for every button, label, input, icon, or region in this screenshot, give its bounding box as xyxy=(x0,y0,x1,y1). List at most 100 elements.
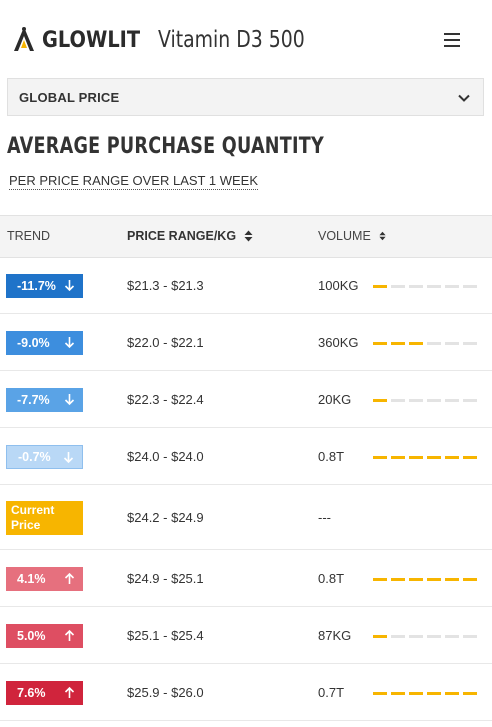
table-row[interactable]: 7.6% $25.9 - $26.0 0.7T xyxy=(0,664,492,721)
page-title: Vitamin D3 500 xyxy=(158,27,305,53)
app-header: GLOWLIT Vitamin D3 500 xyxy=(0,0,492,80)
arrow-up-icon xyxy=(64,629,75,641)
volume-bar-segment xyxy=(427,635,441,638)
volume-bar-segment xyxy=(445,399,459,402)
trend-badge: -0.7% xyxy=(6,445,83,469)
arrow-down-icon xyxy=(64,280,75,292)
section-subtitle[interactable]: PER PRICE RANGE OVER LAST 1 WEEK xyxy=(9,173,258,190)
price-range-cell: $25.9 - $26.0 xyxy=(127,685,204,700)
hiker-logo-icon xyxy=(14,27,34,51)
price-range-cell: $22.0 - $22.1 xyxy=(127,335,204,350)
arrow-up-icon xyxy=(64,686,75,698)
trend-badge: 7.6% xyxy=(6,681,83,705)
volume-bar-segment xyxy=(373,635,387,638)
volume-bar-segment xyxy=(445,578,459,581)
volume-level-bar xyxy=(373,578,481,581)
volume-bar-segment xyxy=(391,285,405,288)
volume-bar-segment xyxy=(463,285,477,288)
volume-bar-segment xyxy=(427,399,441,402)
table-row[interactable]: -0.7% $24.0 - $24.0 0.8T xyxy=(0,428,492,485)
volume-cell: 0.8T xyxy=(318,449,345,464)
volume-bar-segment xyxy=(427,578,441,581)
volume-bar-segment xyxy=(409,578,423,581)
volume-level-bar xyxy=(373,399,481,402)
volume-bar-segment xyxy=(391,578,405,581)
column-header-volume[interactable]: VOLUME xyxy=(318,229,386,243)
table-row[interactable]: 5.0% $25.1 - $25.4 87KG xyxy=(0,607,492,664)
volume-cell: 87KG xyxy=(318,628,352,643)
volume-bar-segment xyxy=(373,342,387,345)
volume-bar-segment xyxy=(445,342,459,345)
price-range-cell: $24.2 - $24.9 xyxy=(127,510,204,525)
volume-bar-segment xyxy=(409,635,423,638)
price-scope-dropdown[interactable]: GLOBAL PRICE xyxy=(7,78,484,116)
trend-percent: 4.1% xyxy=(17,572,46,586)
volume-bar-segment xyxy=(427,456,441,459)
volume-level-bar xyxy=(373,635,481,638)
volume-level-bar xyxy=(373,692,481,695)
volume-bar-segment xyxy=(409,456,423,459)
trend-badge: -7.7% xyxy=(6,388,83,412)
volume-bar-segment xyxy=(373,692,387,695)
volume-bar-segment xyxy=(463,456,477,459)
price-range-cell: $25.1 - $25.4 xyxy=(127,628,204,643)
volume-bar-segment xyxy=(445,456,459,459)
volume-bar-segment xyxy=(445,285,459,288)
volume-bar-segment xyxy=(409,285,423,288)
volume-level-bar xyxy=(373,285,481,288)
arrow-down-icon xyxy=(64,337,75,349)
arrow-down-icon xyxy=(64,394,75,406)
arrow-up-icon xyxy=(64,572,75,584)
volume-bar-segment xyxy=(373,285,387,288)
volume-bar-segment xyxy=(463,635,477,638)
volume-bar-segment xyxy=(463,692,477,695)
volume-level-bar xyxy=(373,342,481,345)
price-range-cell: $24.0 - $24.0 xyxy=(127,449,204,464)
trend-badge: -11.7% xyxy=(6,274,83,298)
table-row[interactable]: -9.0% $22.0 - $22.1 360KG xyxy=(0,314,492,371)
table-row[interactable]: Current Price $24.2 - $24.9 --- xyxy=(0,485,492,550)
sort-icon[interactable] xyxy=(379,231,386,241)
volume-level-bar xyxy=(373,456,481,459)
trend-label: Current Price xyxy=(11,503,55,532)
volume-bar-segment xyxy=(463,399,477,402)
sort-icon[interactable] xyxy=(244,230,253,242)
arrow-down-icon xyxy=(63,452,74,464)
volume-cell: 0.7T xyxy=(318,685,345,700)
brand-name: GLOWLIT xyxy=(42,27,141,53)
volume-bar-segment xyxy=(409,342,423,345)
column-header-price-range[interactable]: PRICE RANGE/KG xyxy=(127,229,253,243)
section-title: AVERAGE PURCHASE QUANTITY xyxy=(7,134,325,159)
volume-bar-segment xyxy=(391,342,405,345)
volume-cell: 0.8T xyxy=(318,571,345,586)
table-row[interactable]: -7.7% $22.3 - $22.4 20KG xyxy=(0,371,492,428)
price-range-cell: $22.3 - $22.4 xyxy=(127,392,204,407)
brand-logo[interactable]: GLOWLIT xyxy=(12,26,153,54)
volume-bar-segment xyxy=(391,692,405,695)
volume-bar-segment xyxy=(391,399,405,402)
volume-bar-segment xyxy=(373,399,387,402)
volume-bar-segment xyxy=(463,578,477,581)
price-range-cell: $24.9 - $25.1 xyxy=(127,571,204,586)
chevron-down-icon xyxy=(458,94,470,102)
trend-percent: -0.7% xyxy=(18,450,51,464)
trend-percent: -11.7% xyxy=(17,279,56,293)
volume-bar-segment xyxy=(463,342,477,345)
trend-badge: -9.0% xyxy=(6,331,83,355)
trend-badge: 4.1% xyxy=(6,567,83,591)
volume-cell: --- xyxy=(318,510,331,525)
column-header-trend: TREND xyxy=(7,229,51,243)
trend-percent: 7.6% xyxy=(17,686,46,700)
table-row[interactable]: -11.7% $21.3 - $21.3 100KG xyxy=(0,258,492,314)
trend-percent: 5.0% xyxy=(17,629,46,643)
table-row[interactable]: 4.1% $24.9 - $25.1 0.8T xyxy=(0,550,492,607)
volume-bar-segment xyxy=(391,456,405,459)
volume-bar-segment xyxy=(427,342,441,345)
volume-bar-segment xyxy=(445,692,459,695)
volume-bar-segment xyxy=(409,399,423,402)
hamburger-menu-icon[interactable] xyxy=(440,30,464,50)
volume-bar-segment xyxy=(445,635,459,638)
volume-bar-segment xyxy=(409,692,423,695)
volume-bar-segment xyxy=(373,456,387,459)
volume-cell: 360KG xyxy=(318,335,359,350)
